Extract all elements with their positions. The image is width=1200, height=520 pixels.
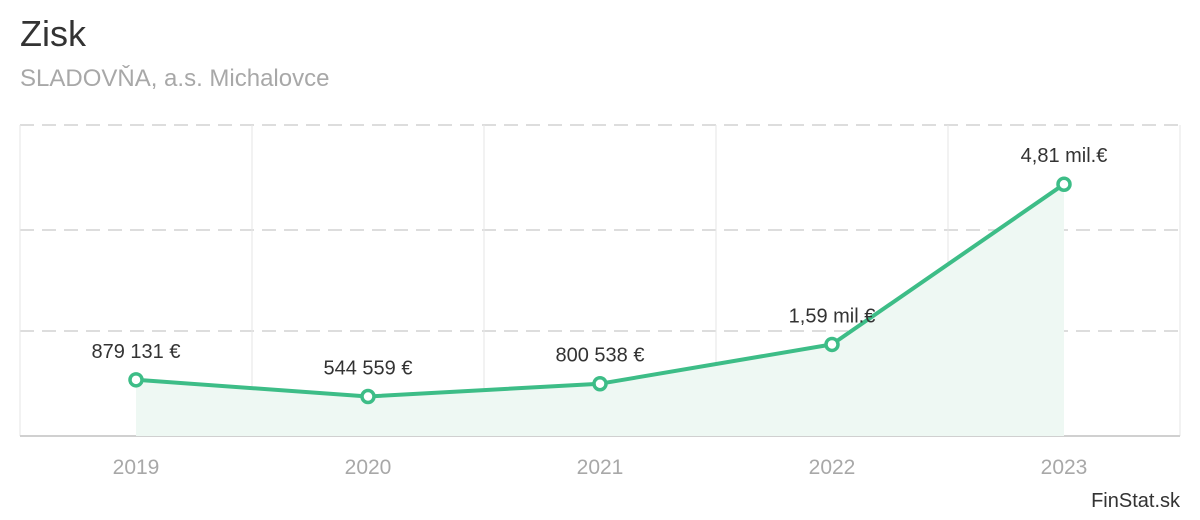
data-point[interactable] xyxy=(128,372,144,388)
data-point[interactable] xyxy=(1056,176,1072,192)
x-tick-label: 2021 xyxy=(577,456,624,479)
data-point[interactable] xyxy=(592,375,608,392)
series-points xyxy=(128,176,1072,405)
data-label: 800 538 € xyxy=(556,345,645,367)
x-axis-ticks: 2019 2020 2021 2022 2023 xyxy=(113,456,1088,479)
data-label: 1,59 mil.€ xyxy=(789,305,876,327)
data-label: 879 131 € xyxy=(92,341,181,363)
data-labels: 879 131 € 544 559 € 800 538 € 1,59 mil.€ 4,8… xyxy=(92,145,1108,379)
x-tick-label: 2023 xyxy=(1041,456,1088,479)
data-label: 4,81 mil.€ xyxy=(1021,145,1108,167)
x-tick-label: 2020 xyxy=(345,456,392,479)
x-tick-label: 2022 xyxy=(809,456,856,479)
data-point[interactable] xyxy=(824,336,840,353)
data-point[interactable] xyxy=(360,388,376,405)
chart-subtitle: SLADOVŇA, a.s. Michalovce xyxy=(20,65,330,92)
x-tick-label: 2019 xyxy=(113,456,160,479)
source-credit[interactable]: FinStat.sk xyxy=(1091,490,1180,512)
chart-title: Zisk xyxy=(20,13,86,54)
data-label: 544 559 € xyxy=(324,357,413,379)
series-area xyxy=(136,184,1064,436)
